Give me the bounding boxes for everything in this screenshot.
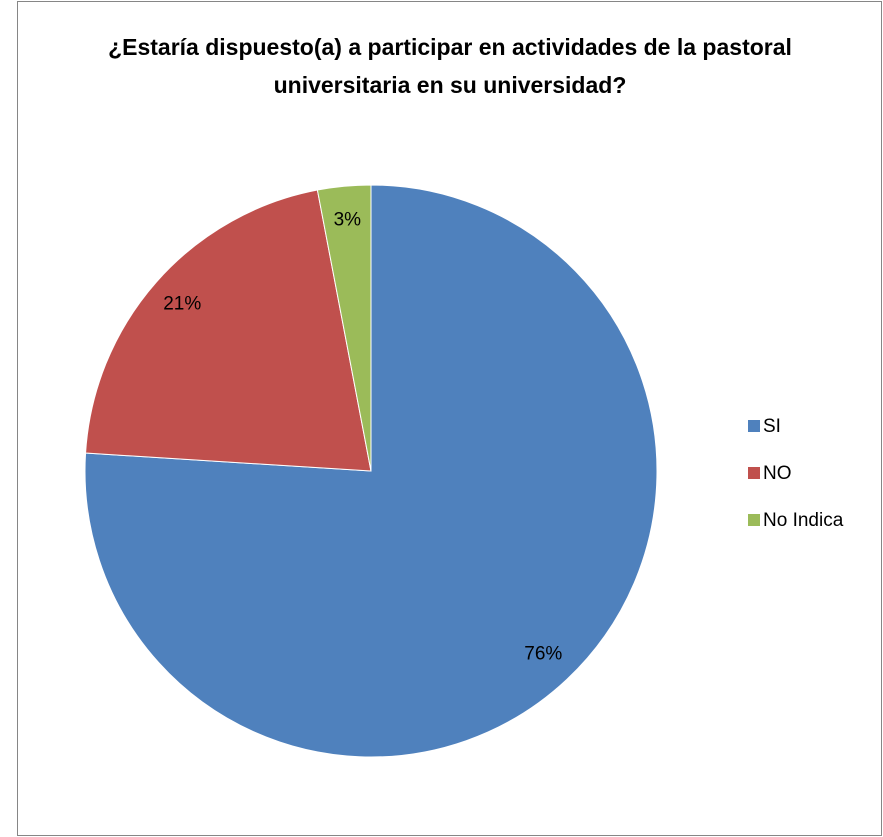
chart-frame [17, 1, 882, 836]
legend-swatch [748, 467, 760, 479]
data-label: 3% [334, 209, 362, 230]
pie-slice [85, 189, 372, 472]
data-label: 21% [163, 294, 201, 315]
legend-swatch [748, 420, 760, 432]
legend-swatch [748, 514, 760, 526]
legend-label: SI [763, 416, 781, 437]
chart-title: ¿Estaría dispuesto(a) a participar en ac… [108, 34, 792, 98]
legend-label: No Indica [763, 510, 844, 531]
data-label: 76% [524, 643, 562, 664]
pie-slice [316, 184, 372, 472]
legend-label: NO [763, 463, 792, 484]
